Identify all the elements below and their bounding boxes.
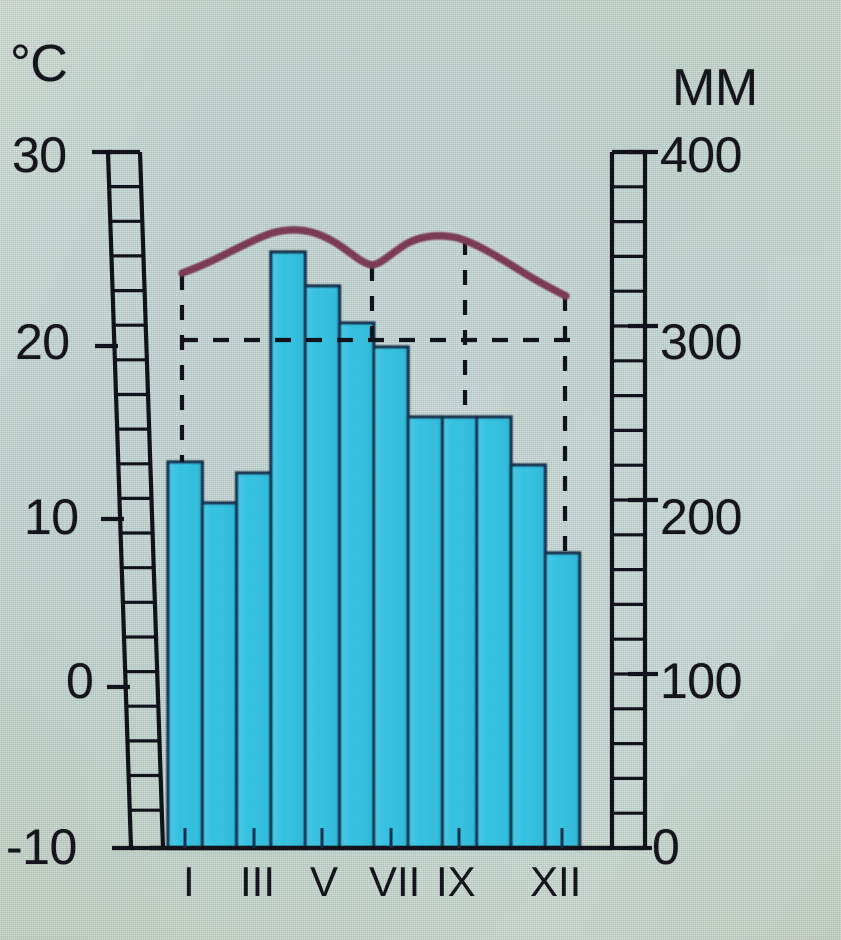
x-axis-tick-month-3: III (240, 858, 276, 905)
bar-month-8 (406, 415, 445, 850)
bar-month-1 (166, 460, 204, 850)
bar-month-7 (372, 345, 410, 850)
right-axis-unit-label: MM (672, 59, 758, 117)
left-axis-tick-minus10: -10 (6, 819, 77, 875)
x-axis-baseline (150, 828, 612, 851)
bar-month-3 (234, 471, 273, 850)
x-axis-tick-month-9: IX (436, 858, 476, 905)
bar-month-9 (440, 415, 479, 850)
bar-month-5 (303, 284, 342, 850)
x-axis-tick-month-7: VII (369, 858, 421, 905)
reference-dashed-lines (179, 240, 570, 553)
left-axis-tick-0: 0 (66, 653, 94, 709)
right-axis-tick-300: 300 (660, 314, 742, 370)
right-axis-tick-400: 400 (660, 127, 742, 183)
bar-month-12 (543, 551, 582, 850)
bar-month-10 (475, 415, 513, 850)
bar-month-2 (200, 501, 239, 850)
left-temperature-axis (92, 149, 166, 851)
left-axis-unit-label: °C (10, 35, 68, 93)
right-precipitation-axis (609, 149, 658, 851)
left-axis-tick-20: 20 (15, 314, 70, 370)
left-axis-tick-10: 10 (24, 489, 79, 545)
x-axis-tick-month-1: I (183, 858, 195, 905)
bar-month-6 (337, 321, 376, 850)
left-axis-tick-30: 30 (12, 127, 67, 183)
temperature-curve (178, 226, 570, 300)
right-axis-tick-100: 100 (660, 653, 742, 709)
bar-month-4 (269, 250, 307, 850)
x-axis-tick-month-12: XII (530, 858, 582, 905)
bar-month-11 (509, 463, 547, 850)
right-axis-tick-200: 200 (660, 489, 742, 545)
right-axis-tick-0: 0 (652, 819, 680, 875)
x-axis-tick-month-5: V (310, 858, 339, 905)
